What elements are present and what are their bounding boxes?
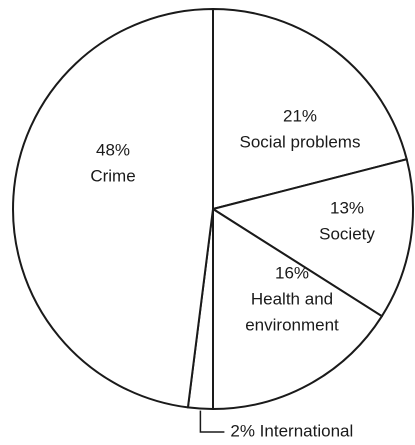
category-label-crime: Crime: [90, 166, 135, 185]
category-label-society: Society: [319, 224, 375, 243]
pie-slice-society: [212, 158, 414, 318]
pie-labels: 21% Social problems 13% Society 16% Health an…: [90, 106, 375, 440]
percent-label-health-and-environment: 16%: [275, 263, 309, 282]
pie-slice-health-and-environment: [212, 208, 383, 410]
percent-label-crime: 48%: [96, 140, 130, 159]
pie-slice-social-problems: [212, 8, 408, 210]
pie-slices: [12, 8, 414, 410]
category-label-health-and-environment: Health and: [251, 289, 333, 308]
percent-label-social-problems: 21%: [283, 106, 317, 125]
category-label-health-and-environment: environment: [245, 315, 339, 334]
leader-line-international: [199, 410, 225, 433]
callout-label-international: 2% International: [230, 421, 353, 440]
pie-slice-crime: [12, 8, 214, 409]
percent-label-society: 13%: [330, 198, 364, 217]
category-label-social-problems: Social problems: [240, 132, 361, 151]
